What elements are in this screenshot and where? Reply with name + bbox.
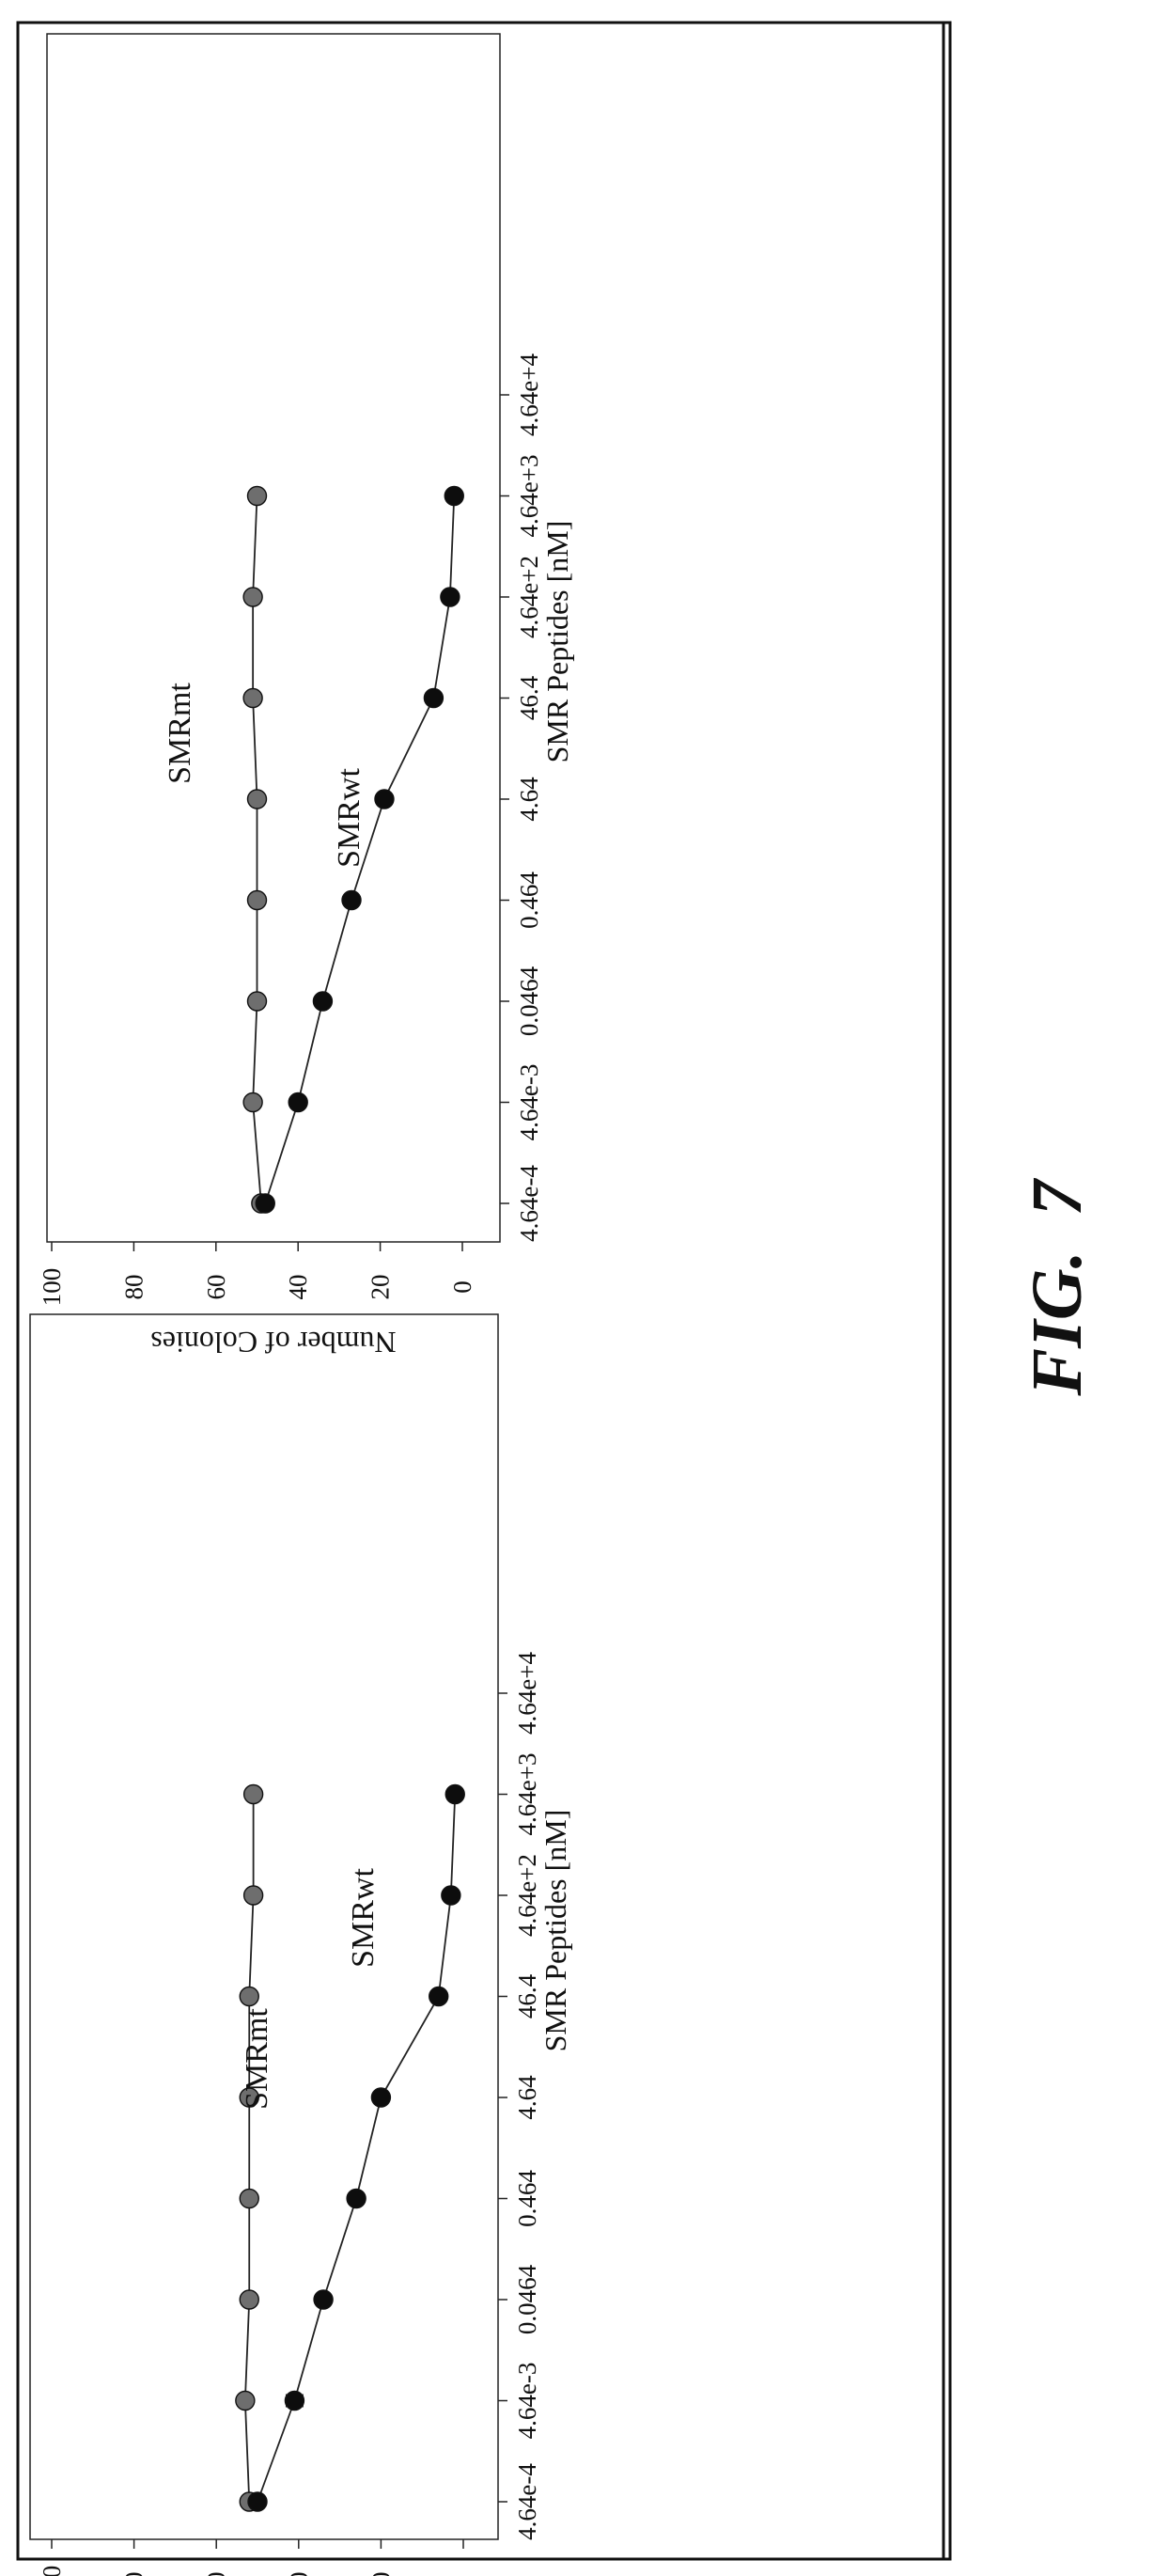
y-tick-label: 20: [366, 1275, 395, 1300]
x-tick-label: 4.64e+2: [513, 1854, 541, 1937]
data-point-SMRwt: [370, 2087, 392, 2108]
series-SMRwt: [247, 1783, 465, 2512]
data-point-SMRwt: [341, 889, 362, 911]
data-point-SMRwt: [346, 2188, 366, 2209]
y-tick-label: 100: [38, 2566, 66, 2576]
series-line-SMRmt: [243, 1794, 255, 2503]
y-tick-label: 60: [202, 2572, 230, 2576]
plot-area: [46, 33, 501, 1243]
data-point-SMRmt: [242, 1783, 264, 1805]
series-label-SMRwt: SMRwt: [346, 1868, 381, 1968]
data-point-SMRmt: [239, 2289, 259, 2310]
x-tick-label: 4.64e+4: [513, 1652, 541, 1735]
x-tick-label: 46.4: [515, 675, 543, 720]
series-line-SMRwt: [257, 1794, 457, 2503]
series-label-SMRwt: SMRwt: [332, 768, 366, 868]
x-tick-label: 46.4: [513, 1973, 541, 2018]
chart-panels: 0 20 40 60 80 100 4.64e-4 4.64e-3 0.0464 0.464 4.6…: [29, 33, 574, 2576]
y-tick-label: 40: [285, 2572, 313, 2576]
data-point-SMRwt: [423, 687, 444, 709]
data-point-SMRwt: [255, 1193, 275, 1214]
x-tick-label: 4.64: [515, 777, 543, 822]
data-point-SMRwt: [440, 587, 460, 607]
x-axis-title: SMR Peptides [nM]: [538, 1810, 572, 2052]
data-point-SMRmt: [246, 991, 268, 1012]
plot-area: [29, 1313, 499, 2540]
y-axis-title: Number of Colonies: [150, 1326, 396, 1359]
series-label-SMRmt: SMRmt: [163, 683, 197, 784]
y-tick-label: 40: [284, 1275, 312, 1300]
data-point-SMRmt: [239, 2188, 259, 2209]
figure-label: FIG. 7: [1018, 1177, 1097, 1396]
data-point-SMRmt: [242, 587, 263, 607]
data-point-SMRmt: [239, 2087, 259, 2108]
y-tick-label: 60: [202, 1275, 230, 1300]
series-SMRwt: [255, 485, 464, 1214]
x-tick-label: 4.64e-3: [513, 2363, 541, 2440]
data-point-SMRmt: [242, 687, 263, 709]
data-point-SMRwt: [313, 2289, 334, 2310]
data-point-SMRwt: [441, 1885, 461, 1906]
series-line-SMRmt: [252, 495, 262, 1204]
data-point-SMRwt: [374, 789, 395, 809]
series-SMRmt: [235, 1783, 264, 2512]
data-point-SMRmt: [246, 889, 268, 911]
data-point-SMRwt: [284, 2390, 305, 2411]
y-tick-label: 100: [38, 1268, 66, 1307]
figure-frame: [16, 21, 952, 2561]
x-tick-label: 4.64e+2: [515, 556, 543, 638]
data-point-SMRwt: [429, 1986, 449, 2007]
data-point-SMRwt: [312, 991, 334, 1012]
x-tick-label: 0.0464: [513, 2264, 541, 2334]
data-point-SMRwt: [444, 1783, 465, 1805]
y-tick-label: 20: [366, 2572, 395, 2576]
data-point-SMRmt: [235, 2390, 256, 2411]
chart-panel-2: 0204060801004.64e-44.64e-30.04640.4644.6…: [29, 1313, 572, 2576]
series-label-SMRmt: SMRmt: [240, 2008, 274, 2110]
x-tick-label: 0.0464: [515, 966, 543, 1036]
x-tick-label: 4.64e-4: [515, 1165, 543, 1242]
data-point-SMRwt: [444, 485, 464, 507]
x-axis-title: SMR Peptides [nM]: [540, 521, 574, 763]
data-point-SMRmt: [242, 1885, 264, 1906]
figure-label-prefix: FIG.: [1018, 1250, 1097, 1396]
data-point-SMRwt: [288, 1092, 308, 1113]
x-tick-label: 4.64e+3: [515, 455, 543, 538]
data-point-SMRmt: [239, 1986, 259, 2007]
x-tick-label: 0.464: [513, 2170, 541, 2227]
y-tick-label: 80: [119, 1275, 148, 1300]
x-tick-label: 4.64e-3: [515, 1064, 543, 1141]
y-tick-label: 80: [120, 2572, 148, 2576]
chart-panel-1: 0 20 40 60 80 100 4.64e-4 4.64e-3 0.0464 0.464 4.6…: [38, 33, 574, 1359]
figure-label-number: 7: [1018, 1177, 1097, 1216]
x-tick-label: 4.64e-4: [513, 2463, 541, 2540]
x-tick-label: 0.464: [515, 872, 543, 929]
data-point-SMRwt: [247, 2491, 268, 2512]
data-point-SMRmt: [246, 789, 268, 809]
data-point-SMRmt: [242, 1092, 263, 1113]
x-tick-label: 4.64: [513, 2075, 541, 2120]
series-SMRmt: [242, 485, 272, 1214]
x-tick-label: 4.64e+4: [515, 353, 543, 436]
data-point-SMRmt: [246, 485, 268, 507]
series-line-SMRwt: [264, 495, 456, 1204]
x-tick-label: 4.64e+3: [513, 1753, 541, 1836]
y-tick-label: 0: [448, 1280, 476, 1294]
